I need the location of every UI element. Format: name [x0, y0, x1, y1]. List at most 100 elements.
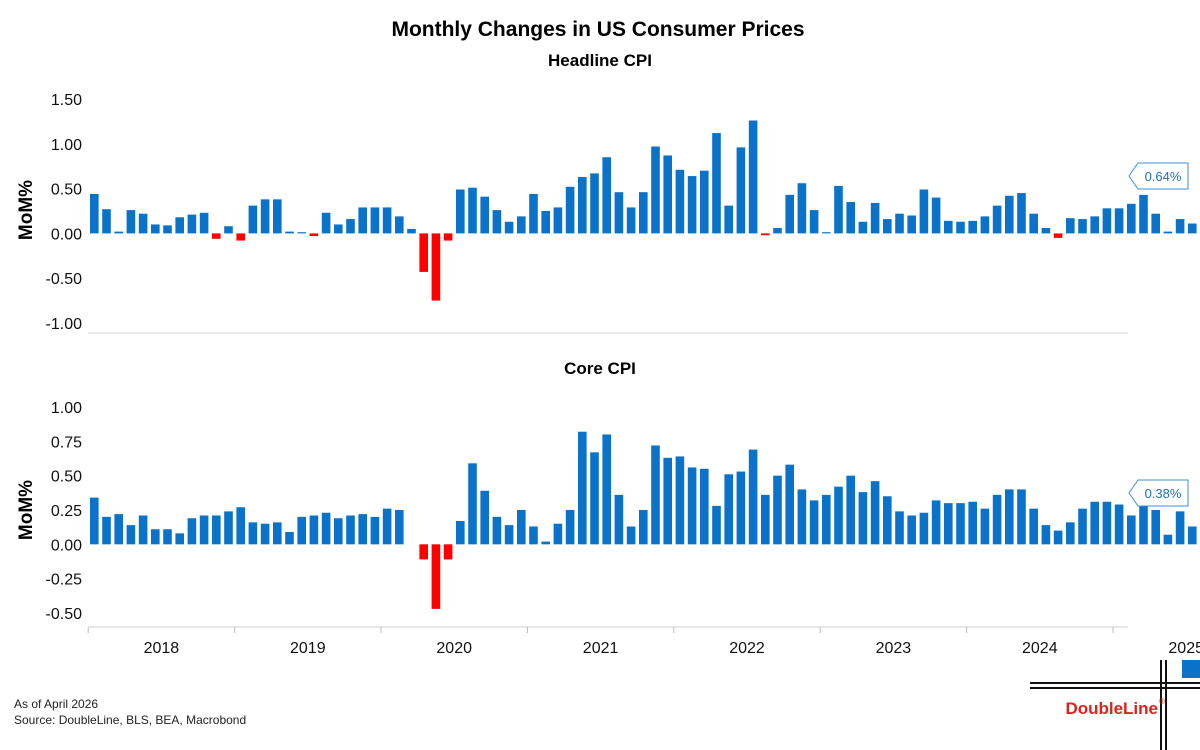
headline-bar [956, 221, 965, 234]
headline-bar [102, 209, 111, 234]
headline-bar [1163, 231, 1173, 234]
core-bar [736, 471, 746, 545]
headline-bar [443, 233, 453, 241]
core-bar [992, 494, 1002, 545]
headline-bar [1151, 213, 1160, 234]
time-axis: 201820192020202120222023202420252026 [87, 626, 1200, 657]
core-bar [297, 516, 306, 545]
core-bar [1139, 485, 1148, 545]
headline-bar [1175, 219, 1185, 234]
headline-bar [187, 214, 197, 234]
headline-bar [919, 189, 929, 234]
headline-bar [346, 219, 355, 234]
headline-bar [663, 155, 672, 234]
time-axis-label: 2021 [583, 640, 619, 657]
headline-bar [1114, 208, 1124, 234]
headline-bar [1053, 233, 1063, 238]
headline-bar [1066, 218, 1075, 234]
core-bar [553, 523, 563, 545]
headline-y-tick-label: 1.00 [51, 137, 82, 154]
core-y-tick-label: 1.00 [51, 400, 82, 417]
core-bar [883, 496, 892, 545]
core-bar [480, 490, 489, 545]
core-bar [944, 503, 953, 545]
core-bar [395, 510, 404, 545]
core-bar [626, 526, 636, 545]
core-bar [248, 522, 258, 545]
core-bar [797, 489, 807, 545]
headline-bar [529, 193, 538, 234]
core-bar [919, 512, 929, 545]
core-bar [90, 497, 99, 545]
core-bar [285, 531, 294, 545]
headline-bar [651, 146, 660, 234]
core-bar [578, 431, 587, 545]
doubleline-logo: DoubleLine ® [1030, 660, 1200, 750]
headline-bar [736, 147, 746, 234]
headline-bar [675, 169, 685, 234]
headline-bar [151, 224, 160, 234]
time-axis-label: 2019 [290, 640, 326, 657]
headline-bar [541, 211, 550, 234]
headline-bar [1078, 219, 1087, 234]
core-bar [614, 494, 624, 545]
source-note: Source: DoubleLine, BLS, BEA, Macrobond [14, 713, 247, 727]
core-bar [382, 508, 392, 545]
core-bar [1066, 522, 1075, 545]
headline-bar [1188, 223, 1197, 234]
headline-bar [578, 176, 587, 234]
headline-bar [687, 176, 697, 234]
headline-bar [358, 207, 367, 234]
core-bar [809, 500, 819, 545]
core-bar [1017, 489, 1026, 545]
core-bar [370, 516, 380, 545]
core-y-tick-label: 0.75 [51, 434, 82, 451]
headline-bar [809, 210, 819, 234]
headline-bar [1017, 193, 1026, 234]
headline-bar [199, 212, 209, 234]
headline-bar [309, 233, 319, 237]
core-bar [1029, 508, 1038, 545]
headline-bar [224, 226, 233, 234]
headline-y-tick-label: 0.50 [51, 182, 82, 199]
core-y-tick-label: -0.25 [46, 572, 83, 589]
headline-bar [407, 228, 416, 234]
time-axis-label: 2018 [144, 640, 180, 657]
headline-y-tick-label: 1.50 [51, 92, 82, 109]
headline-y-ticks: 1.50 1.00 0.50 0.00 -0.50 -1.00 [46, 92, 83, 333]
headline-bar [260, 199, 270, 234]
headline-bar [468, 187, 477, 234]
core-bar [895, 511, 904, 545]
headline-bar [456, 189, 465, 234]
headline-bar [797, 183, 807, 234]
headline-bar [590, 173, 599, 234]
headline-bar [1029, 213, 1038, 234]
core-bar [1188, 526, 1197, 545]
core-y-tick-label: -0.50 [46, 606, 83, 623]
core-bar [1163, 534, 1173, 545]
headline-bar [1041, 228, 1051, 234]
core-bar [236, 507, 245, 545]
core-bar [602, 434, 611, 545]
core-bar [273, 522, 282, 545]
core-bar [846, 475, 855, 545]
headline-bar [858, 221, 868, 234]
core-bar [138, 515, 148, 545]
core-bar [700, 468, 709, 545]
core-y-axis-label: MoM% [16, 480, 37, 540]
as-of-note: As of April 2026 [14, 697, 99, 711]
headline-bar [639, 192, 648, 234]
headline-bar [126, 210, 136, 234]
headline-bar [419, 233, 428, 272]
headline-bar [822, 232, 831, 234]
core-bar [1151, 510, 1160, 545]
headline-bar [175, 217, 184, 234]
core-bar [419, 544, 428, 560]
core-bar [822, 494, 831, 545]
chart-title: Monthly Changes in US Consumer Prices [391, 18, 804, 41]
headline-bar [370, 207, 380, 234]
headline-bar [846, 202, 855, 234]
headline-cpi-panel: Headline CPI MoM% 1.50 1.00 0.50 0.00 -0.50 -… [16, 51, 1197, 334]
headline-bar [834, 185, 843, 234]
headline-bar [334, 224, 343, 234]
